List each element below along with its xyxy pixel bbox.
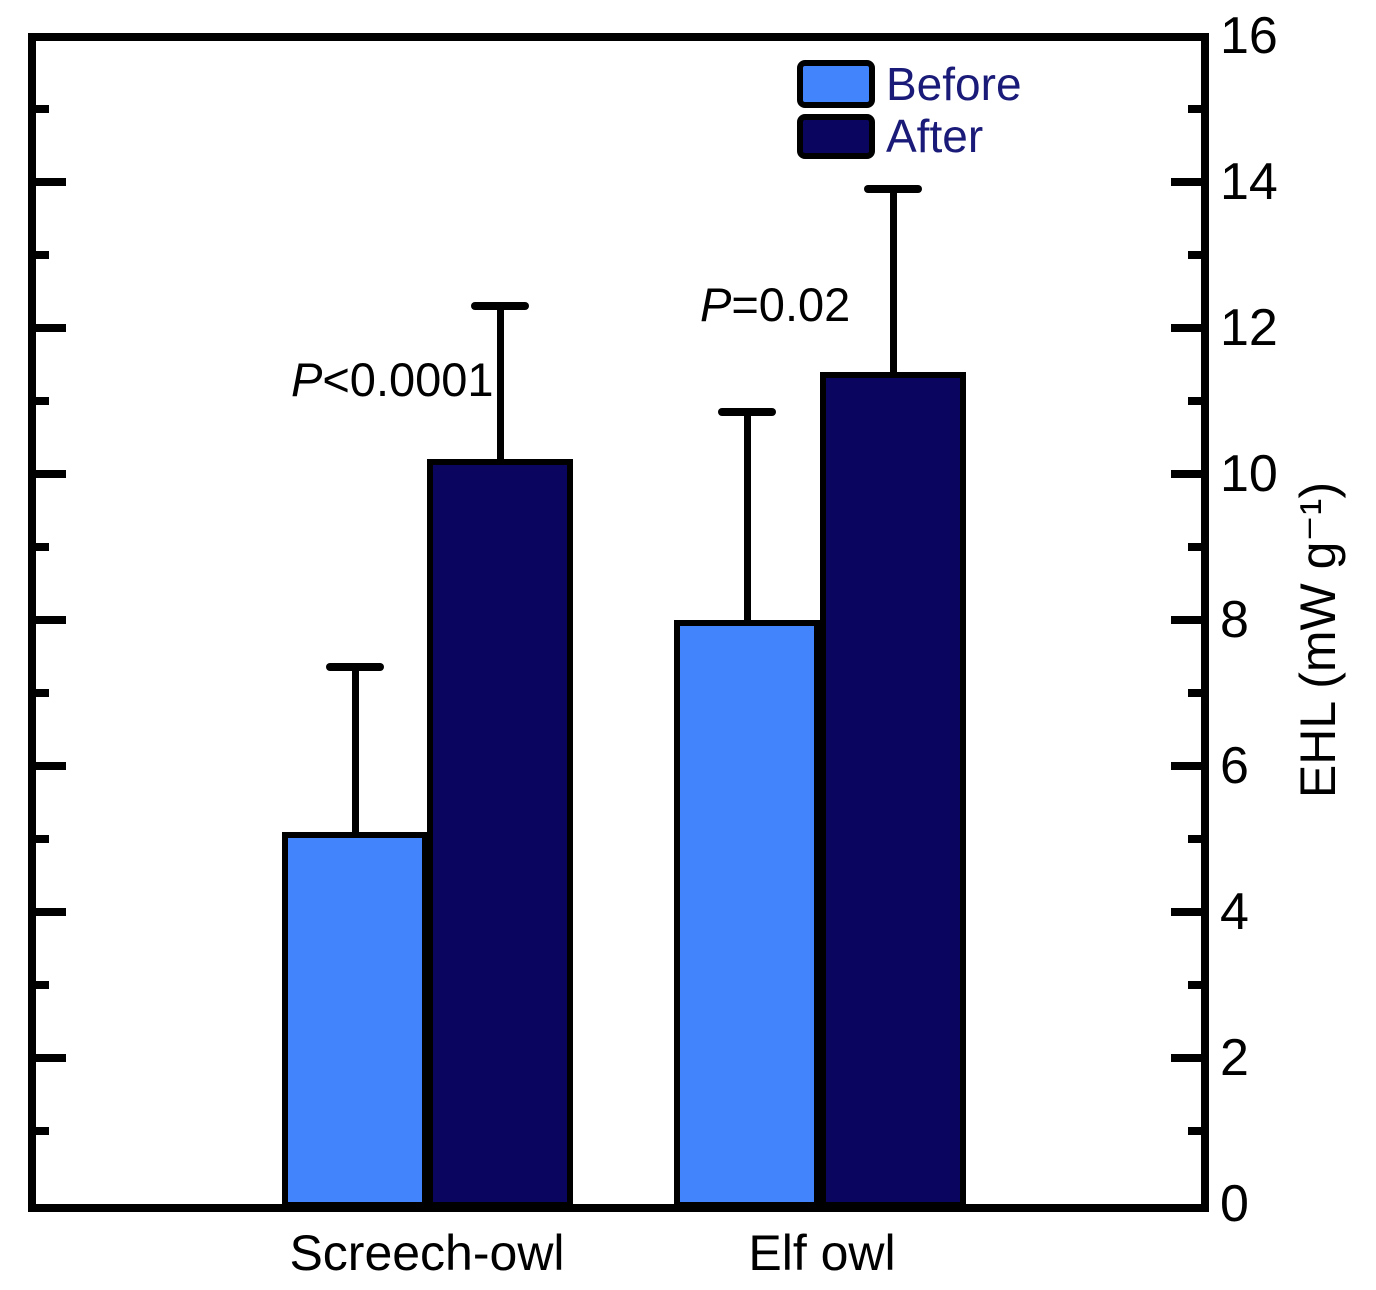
y-minor-tick-left-13 bbox=[36, 251, 49, 259]
y-minor-tick-right-13 bbox=[1188, 251, 1201, 259]
legend-label-after: After bbox=[886, 110, 984, 162]
y-major-tick-left-4 bbox=[36, 908, 66, 916]
y-major-tick-left-12 bbox=[36, 324, 66, 332]
p-value-annotation-screech-owl: P<0.0001 bbox=[291, 352, 494, 407]
y-major-tick-left-8 bbox=[36, 616, 66, 624]
y-tick-label-4: 4 bbox=[1220, 883, 1249, 941]
y-minor-tick-left-9 bbox=[36, 543, 49, 551]
p-symbol: P bbox=[700, 278, 732, 331]
y-minor-tick-right-11 bbox=[1188, 397, 1201, 405]
y-major-tick-right-8 bbox=[1171, 616, 1201, 624]
error-bar-whisker-elf-owl-before bbox=[743, 411, 751, 620]
y-tick-label-2: 2 bbox=[1220, 1029, 1249, 1087]
error-bar-whisker-screech-owl-after bbox=[496, 306, 504, 460]
y-minor-tick-right-9 bbox=[1188, 543, 1201, 551]
y-major-tick-left-10 bbox=[36, 470, 66, 478]
y-minor-tick-right-5 bbox=[1188, 835, 1201, 843]
y-minor-tick-left-11 bbox=[36, 397, 49, 405]
y-major-tick-left-6 bbox=[36, 762, 66, 770]
x-category-label-screech-owl: Screech-owl bbox=[289, 1225, 565, 1281]
y-major-tick-right-6 bbox=[1171, 762, 1201, 770]
y-major-tick-right-4 bbox=[1171, 908, 1201, 916]
bar-screech-owl-before bbox=[282, 831, 428, 1208]
error-bar-cap-screech-owl-after bbox=[471, 302, 529, 311]
y-minor-tick-right-1 bbox=[1188, 1127, 1201, 1135]
legend-swatch-after bbox=[797, 114, 875, 159]
bar-elf-owl-after bbox=[820, 371, 966, 1208]
y-minor-tick-left-15 bbox=[36, 105, 49, 113]
y-minor-tick-right-3 bbox=[1188, 981, 1201, 989]
legend-label-before: Before bbox=[886, 58, 1022, 110]
y-major-tick-left-2 bbox=[36, 1054, 66, 1062]
p-value-text: <0.0001 bbox=[322, 353, 494, 406]
legend-swatch-before bbox=[797, 60, 875, 108]
y-minor-tick-left-3 bbox=[36, 981, 49, 989]
y-tick-label-14: 14 bbox=[1220, 153, 1278, 211]
y-axis-title: EHL (mW g⁻¹) bbox=[1290, 481, 1346, 799]
y-tick-label-8: 8 bbox=[1220, 591, 1249, 649]
error-bar-cap-screech-owl-before bbox=[326, 663, 384, 672]
error-bar-whisker-screech-owl-before bbox=[351, 667, 359, 832]
y-tick-label-16: 16 bbox=[1220, 7, 1278, 65]
error-bar-whisker-elf-owl-after bbox=[889, 189, 897, 372]
y-major-tick-right-10 bbox=[1171, 470, 1201, 478]
y-tick-label-12: 12 bbox=[1220, 299, 1278, 357]
error-bar-cap-elf-owl-after bbox=[864, 185, 922, 194]
p-value-annotation-elf-owl: P=0.02 bbox=[700, 277, 850, 332]
x-category-label-elf-owl: Elf owl bbox=[748, 1225, 896, 1281]
y-major-tick-left-14 bbox=[36, 178, 66, 186]
y-minor-tick-left-5 bbox=[36, 835, 49, 843]
y-major-tick-right-12 bbox=[1171, 324, 1201, 332]
y-minor-tick-right-7 bbox=[1188, 689, 1201, 697]
y-major-tick-right-2 bbox=[1171, 1054, 1201, 1062]
y-tick-label-6: 6 bbox=[1220, 737, 1249, 795]
bar-screech-owl-after bbox=[427, 459, 573, 1208]
p-symbol: P bbox=[291, 353, 323, 406]
plot-frame bbox=[28, 33, 1209, 1212]
bar-elf-owl-before bbox=[674, 620, 820, 1208]
y-tick-label-0: 0 bbox=[1220, 1175, 1249, 1233]
y-tick-label-10: 10 bbox=[1220, 445, 1278, 503]
y-minor-tick-right-15 bbox=[1188, 105, 1201, 113]
y-major-tick-right-14 bbox=[1171, 178, 1201, 186]
y-minor-tick-left-7 bbox=[36, 689, 49, 697]
p-value-text: =0.02 bbox=[731, 278, 851, 331]
y-minor-tick-left-1 bbox=[36, 1127, 49, 1135]
error-bar-cap-elf-owl-before bbox=[718, 407, 776, 416]
